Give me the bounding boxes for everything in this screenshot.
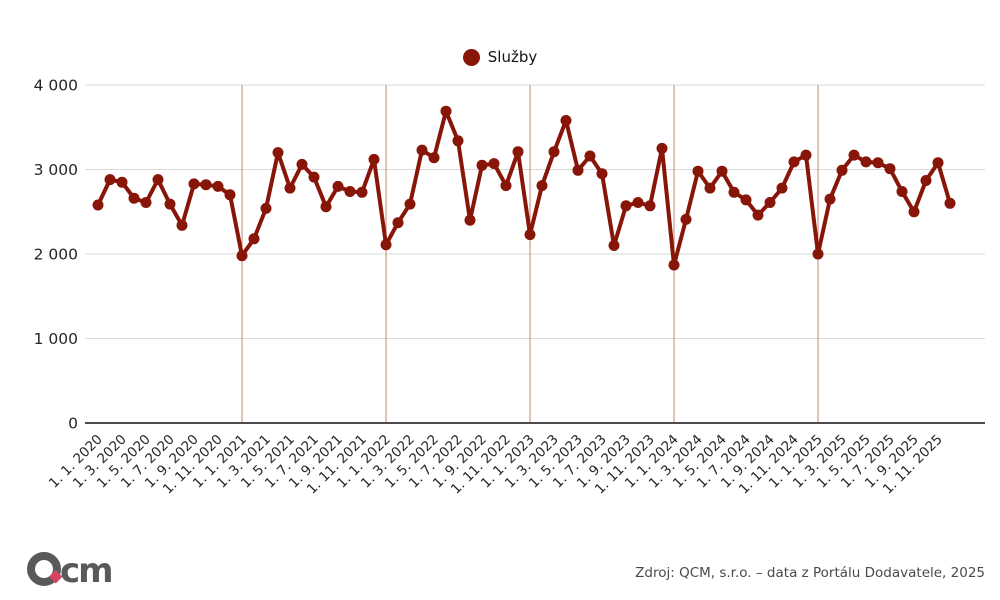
- data-point[interactable]: [536, 180, 548, 192]
- data-point[interactable]: [488, 158, 500, 170]
- data-point[interactable]: [920, 175, 932, 186]
- legend-label: Služby: [487, 48, 538, 66]
- data-point[interactable]: [176, 219, 188, 231]
- data-point[interactable]: [608, 240, 620, 251]
- data-point[interactable]: [644, 200, 656, 212]
- data-point[interactable]: [944, 197, 956, 209]
- data-point[interactable]: [428, 152, 440, 164]
- data-point[interactable]: [284, 182, 296, 194]
- data-point[interactable]: [296, 158, 308, 170]
- data-point[interactable]: [464, 214, 476, 226]
- chart-legend[interactable]: Služby: [0, 48, 1000, 66]
- data-point[interactable]: [380, 239, 392, 251]
- data-point[interactable]: [104, 174, 116, 186]
- data-point[interactable]: [512, 146, 524, 158]
- qcm-logo: cm: [27, 549, 122, 591]
- data-point[interactable]: [740, 194, 752, 206]
- data-point[interactable]: [872, 157, 884, 169]
- source-attribution: Zdroj: QCM, s.r.o. – data z Portálu Doda…: [635, 565, 985, 581]
- data-point[interactable]: [344, 186, 356, 197]
- data-point[interactable]: [452, 135, 464, 147]
- data-point[interactable]: [680, 213, 692, 225]
- y-axis-label: 3 000: [34, 161, 78, 179]
- data-point[interactable]: [836, 164, 848, 176]
- y-axis-label: 2 000: [34, 246, 78, 264]
- data-point[interactable]: [860, 156, 872, 168]
- data-point[interactable]: [128, 192, 140, 204]
- data-point[interactable]: [656, 142, 668, 154]
- data-point[interactable]: [788, 156, 800, 168]
- data-point[interactable]: [908, 206, 920, 218]
- data-point[interactable]: [560, 115, 572, 126]
- data-point[interactable]: [728, 186, 740, 198]
- series-line: [96, 109, 952, 267]
- data-point[interactable]: [212, 180, 224, 192]
- data-point[interactable]: [716, 165, 728, 177]
- data-point[interactable]: [476, 159, 488, 171]
- data-point[interactable]: [572, 164, 584, 176]
- data-point[interactable]: [812, 248, 824, 260]
- data-point[interactable]: [584, 150, 596, 162]
- data-point[interactable]: [848, 149, 860, 161]
- data-point[interactable]: [164, 198, 176, 210]
- legend-marker-icon: [462, 48, 480, 66]
- data-point[interactable]: [92, 199, 104, 211]
- data-point[interactable]: [404, 198, 416, 210]
- y-axis-label: 4 000: [34, 77, 78, 95]
- data-point[interactable]: [116, 176, 128, 188]
- data-point[interactable]: [632, 197, 644, 208]
- data-point[interactable]: [152, 174, 164, 186]
- data-point[interactable]: [932, 157, 944, 169]
- data-point[interactable]: [800, 149, 812, 161]
- data-point[interactable]: [320, 201, 332, 213]
- data-point[interactable]: [524, 229, 536, 241]
- qcm-logo-graphic: cm: [27, 551, 114, 591]
- data-point[interactable]: [896, 186, 908, 197]
- y-axis-label: 1 000: [34, 330, 78, 348]
- data-point[interactable]: [596, 168, 608, 180]
- data-point[interactable]: [548, 146, 560, 158]
- logo-q-ring: [27, 552, 61, 586]
- data-point[interactable]: [440, 105, 452, 117]
- data-point[interactable]: [356, 186, 368, 198]
- data-point[interactable]: [224, 189, 236, 201]
- data-point[interactable]: [668, 259, 680, 271]
- data-point[interactable]: [392, 217, 404, 229]
- data-point[interactable]: [248, 233, 260, 245]
- data-point[interactable]: [692, 165, 704, 177]
- data-point[interactable]: [416, 144, 428, 156]
- data-point[interactable]: [332, 180, 344, 192]
- data-point[interactable]: [500, 180, 512, 192]
- data-point[interactable]: [884, 163, 896, 175]
- data-point[interactable]: [620, 200, 632, 212]
- y-axis-label: 0: [68, 415, 78, 433]
- data-point[interactable]: [752, 209, 764, 221]
- data-point[interactable]: [764, 197, 776, 208]
- data-point[interactable]: [776, 182, 788, 194]
- logo-cm-letters: cm: [60, 551, 112, 591]
- data-point[interactable]: [200, 179, 212, 191]
- data-point[interactable]: [704, 182, 716, 194]
- data-point[interactable]: [824, 193, 836, 205]
- data-point[interactable]: [272, 147, 284, 159]
- data-point[interactable]: [188, 178, 200, 190]
- data-point[interactable]: [140, 197, 152, 208]
- data-point[interactable]: [236, 250, 248, 262]
- data-point[interactable]: [308, 171, 320, 183]
- data-point[interactable]: [368, 153, 380, 165]
- data-point[interactable]: [260, 202, 272, 214]
